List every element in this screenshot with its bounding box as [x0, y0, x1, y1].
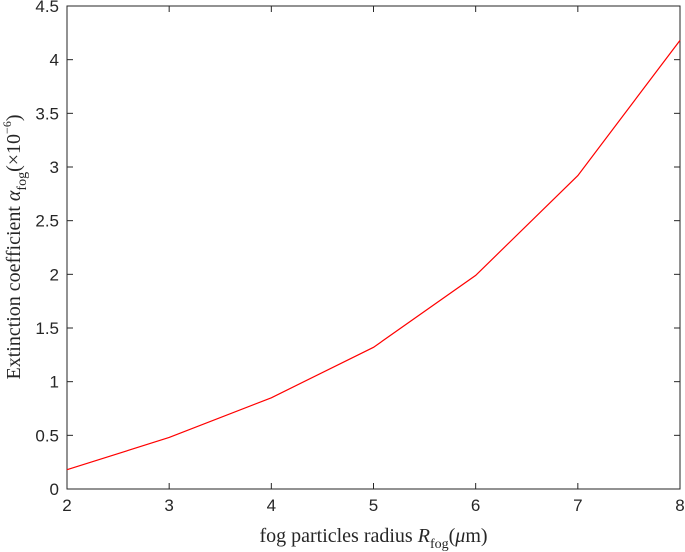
y-axis-label: Extinction coefficient αfog(×10−6)	[0, 114, 30, 379]
y-tick-label: 2	[50, 265, 59, 284]
y-axis-ticks: 0 0.5 1 1.5 2 2.5 3 3.5 4 4.5	[35, 0, 680, 499]
x-tick-label: 8	[675, 496, 684, 515]
series-layer	[66, 39, 681, 471]
y-tick-label: 3	[50, 158, 59, 177]
series-line	[66, 39, 681, 471]
x-tick-label: 4	[267, 496, 276, 515]
y-tick-label: 1.5	[35, 319, 59, 338]
x-tick-label: 5	[369, 496, 378, 515]
y-tick-label: 0	[50, 480, 59, 499]
x-tick-label: 3	[164, 496, 173, 515]
x-tick-label: 2	[62, 496, 71, 515]
x-tick-label: 6	[471, 496, 480, 515]
x-axis-ticks: 2 3 4 5 6 7 8	[62, 6, 685, 515]
plot-area	[66, 5, 681, 490]
x-axis-label: fog particles radius Rfog(μm)	[259, 525, 487, 552]
y-tick-label: 3.5	[35, 104, 59, 123]
y-tick-label: 4	[50, 51, 59, 70]
x-tick-label: 7	[573, 496, 582, 515]
y-tick-label: 2.5	[35, 212, 59, 231]
y-tick-label: 0.5	[35, 426, 59, 445]
y-tick-label: 4.5	[35, 0, 59, 16]
y-tick-label: 1	[50, 373, 59, 392]
